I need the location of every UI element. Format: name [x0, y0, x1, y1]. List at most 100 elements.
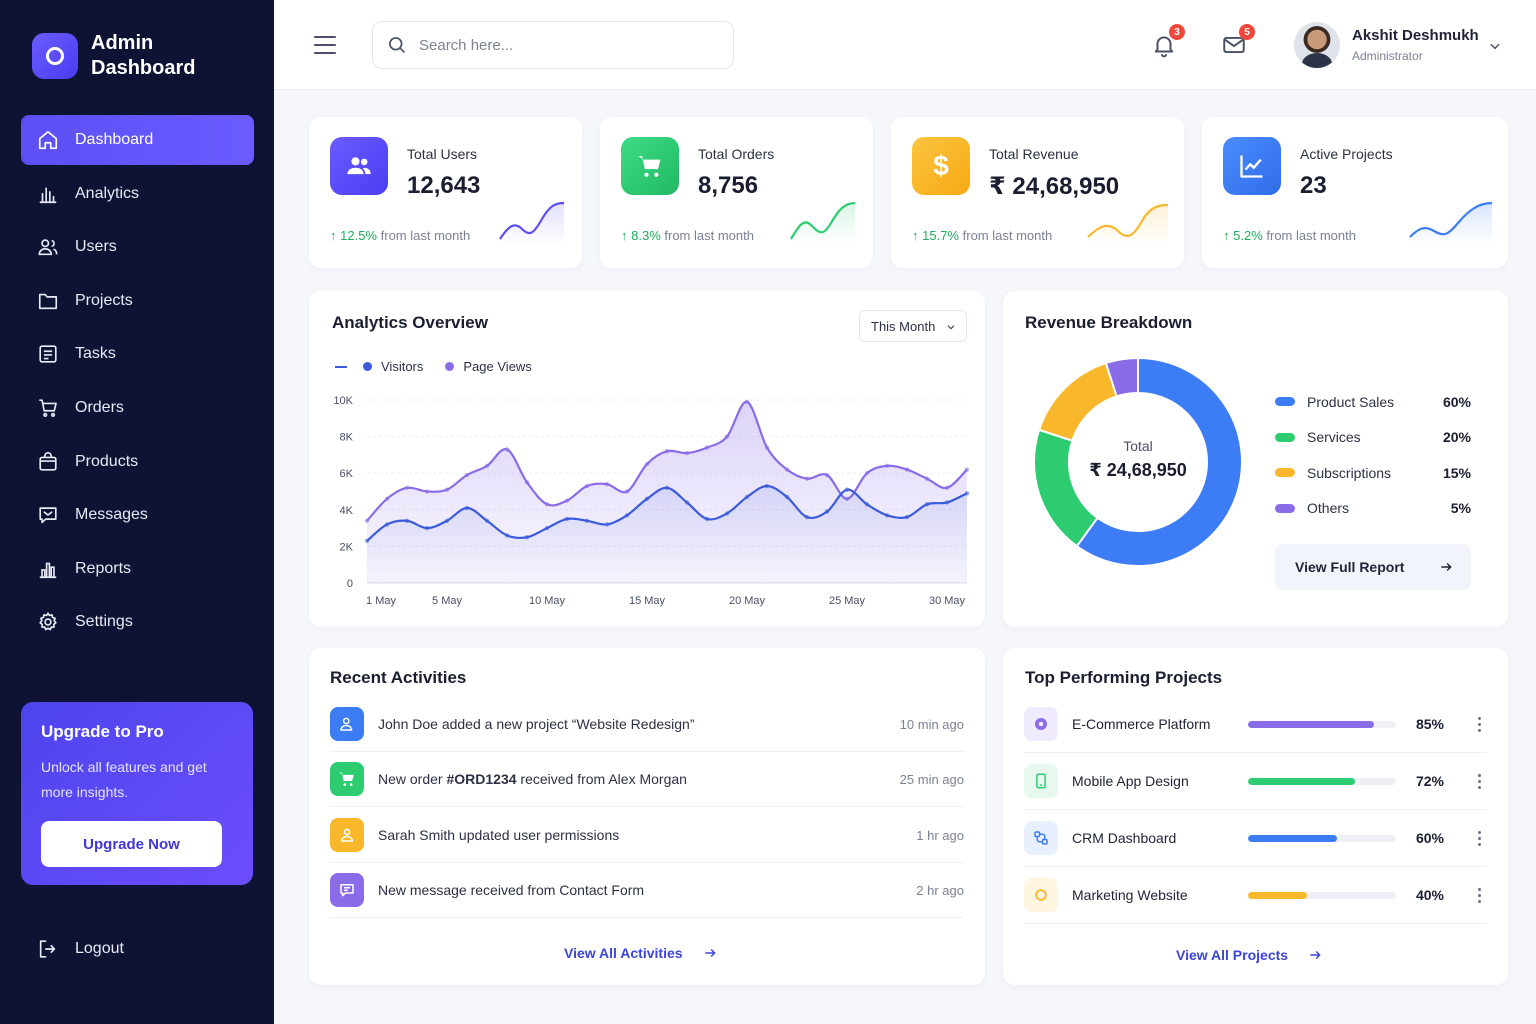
stat-icon-bg: [621, 137, 679, 195]
view-all-activities-link[interactable]: View All Activities: [564, 945, 717, 961]
top-projects-card: Top Performing Projects E-Commerce Platf…: [1003, 648, 1508, 985]
stat-value: 8,756: [698, 172, 759, 199]
project-progress-bar: [1248, 720, 1396, 728]
sidebar-item-products[interactable]: Products: [21, 437, 254, 487]
data-point: [724, 511, 730, 516]
search-box[interactable]: [372, 21, 734, 69]
data-point: [944, 500, 950, 505]
upgrade-now-button[interactable]: Upgrade Now: [41, 821, 222, 867]
card-title: Revenue Breakdown: [1025, 313, 1193, 332]
view-all-projects-link[interactable]: View All Projects: [1176, 947, 1322, 963]
data-point: [364, 518, 370, 523]
activity-time: 2 hr ago: [916, 882, 964, 898]
more-options-icon[interactable]: [1471, 886, 1487, 904]
activity-row[interactable]: New message received from Contact Form 2…: [330, 863, 964, 918]
project-row[interactable]: CRM Dashboard 60%: [1024, 810, 1487, 867]
series-area-visitors: [367, 486, 967, 583]
project-icon-bg: [1024, 821, 1058, 855]
sidebar-item-reports[interactable]: Reports: [21, 544, 254, 594]
legend-swatch: [1275, 397, 1295, 407]
sidebar-item-label: Orders: [75, 398, 124, 416]
user-menu[interactable]: Akshit Deshmukh Administrator: [1294, 22, 1500, 68]
data-point: [504, 533, 510, 538]
activity-text-post: received from Alex Morgan: [516, 771, 687, 787]
legend-label-page-views: Page Views: [463, 359, 532, 374]
sidebar-item-tasks[interactable]: Tasks: [21, 329, 254, 379]
menu-toggle-icon[interactable]: [314, 36, 336, 60]
user-icon: [340, 828, 354, 842]
legend-swatch: [1275, 432, 1295, 442]
notifications-button[interactable]: 3: [1151, 24, 1185, 58]
data-point: [944, 485, 950, 491]
project-percent: 85%: [1415, 716, 1444, 732]
range-select[interactable]: This Month: [859, 310, 967, 342]
legend-label: Services: [1307, 429, 1361, 446]
data-point: [564, 516, 570, 522]
stat-icon-bg: [1223, 137, 1281, 195]
stat-change-text: from last month: [380, 228, 471, 243]
chevron-down-icon[interactable]: [1488, 39, 1502, 53]
brand[interactable]: Admin Dashboard: [32, 31, 211, 81]
sidebar-item-label: Reports: [75, 559, 132, 577]
data-point: [464, 472, 470, 478]
data-point: [784, 467, 790, 472]
range-select-value: This Month: [871, 318, 936, 334]
messages-button[interactable]: 5: [1221, 24, 1255, 58]
stat-change-pct: 5.2%: [1233, 228, 1263, 243]
project-percent: 60%: [1415, 830, 1444, 846]
sidebar-item-label: Dashboard: [75, 131, 154, 148]
card-title: Recent Activities: [330, 668, 467, 687]
activity-row[interactable]: John Doe added a new project “Website Re…: [330, 697, 964, 752]
activity-time: 25 min ago: [899, 771, 964, 787]
sidebar-item-label: Messages: [75, 506, 148, 524]
sidebar-item-messages[interactable]: Messages: [21, 490, 254, 540]
view-all-projects-label: View All Projects: [1176, 947, 1289, 963]
stat-label: Active Projects: [1300, 146, 1393, 162]
project-name: CRM Dashboard: [1072, 830, 1177, 846]
message-icon: [39, 507, 57, 524]
target-icon: [1035, 889, 1047, 901]
project-row[interactable]: Marketing Website 40%: [1024, 867, 1487, 924]
more-options-icon[interactable]: [1471, 829, 1487, 847]
donut-slice-others[interactable]: [1104, 356, 1139, 398]
data-point: [764, 445, 770, 450]
sidebar-item-users[interactable]: Users: [21, 222, 254, 272]
data-point: [924, 476, 930, 481]
activity-time: 1 hr ago: [916, 827, 964, 843]
x-tick-label: 1 May: [366, 595, 396, 607]
arrow-right-icon: [1310, 951, 1321, 959]
sidebar-item-settings[interactable]: Settings: [21, 597, 254, 647]
view-all-activities-label: View All Activities: [564, 945, 683, 961]
stat-icon-bg: [330, 137, 388, 195]
donut-center-value: ₹ 24,68,950: [1089, 460, 1187, 480]
x-tick-label: 25 May: [829, 595, 866, 607]
project-name: Mobile App Design: [1072, 773, 1189, 789]
sidebar-item-projects[interactable]: Projects: [21, 276, 254, 326]
search-input[interactable]: [419, 36, 699, 54]
sparkline: [790, 201, 856, 244]
messages-badge: 5: [1239, 24, 1255, 40]
card-title: Top Performing Projects: [1025, 668, 1223, 687]
project-row[interactable]: E-Commerce Platform 85%: [1024, 696, 1487, 753]
logout-button[interactable]: Logout: [37, 938, 124, 960]
activity-row[interactable]: Sarah Smith updated user permissions 1 h…: [330, 808, 964, 863]
sidebar-item-orders[interactable]: Orders: [21, 383, 254, 433]
user-add-icon: [340, 717, 353, 731]
more-options-icon[interactable]: [1471, 715, 1487, 733]
trend-chart-icon: [1240, 155, 1263, 178]
activity-icon-bg: [330, 818, 364, 852]
donut-slice-subscriptions[interactable]: [1037, 361, 1118, 442]
sidebar-item-dashboard[interactable]: Dashboard: [21, 115, 254, 165]
activity-row[interactable]: New order #ORD1234 received from Alex Mo…: [330, 752, 964, 807]
sidebar-item-analytics[interactable]: Analytics: [21, 169, 254, 219]
arrow-right-icon: [704, 949, 716, 957]
donut-slice-product-sales[interactable]: [1075, 356, 1243, 567]
order-id[interactable]: #ORD1234: [446, 771, 517, 787]
data-point: [664, 485, 670, 491]
activity-text: New order #ORD1234 received from Alex Mo…: [378, 771, 687, 787]
view-full-report-button[interactable]: View Full Report: [1275, 544, 1471, 590]
mail-icon: [1223, 36, 1245, 54]
more-options-icon[interactable]: [1471, 772, 1487, 790]
data-point: [584, 518, 590, 523]
project-row[interactable]: Mobile App Design 72%: [1024, 753, 1487, 810]
